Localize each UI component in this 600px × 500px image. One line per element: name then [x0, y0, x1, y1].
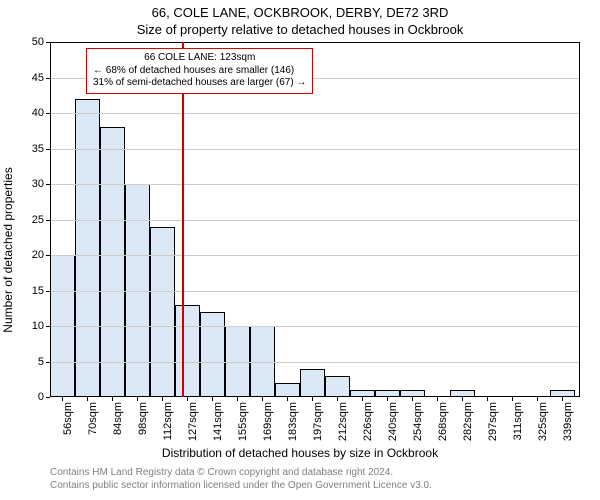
plot-area: 66 COLE LANE: 123sqm ← 68% of detached h…: [50, 42, 580, 397]
xtick-mark: [162, 397, 163, 401]
xtick-label: 297sqm: [487, 402, 499, 441]
y-axis-label: Number of detached properties: [1, 150, 15, 350]
xtick-mark: [87, 397, 88, 401]
x-axis-label: Distribution of detached houses by size …: [0, 446, 600, 460]
xtick-label: 226sqm: [362, 402, 374, 441]
xtick-label: 155sqm: [237, 402, 249, 441]
ytick-label: 20: [32, 249, 44, 261]
xtick-mark: [537, 397, 538, 401]
ytick-mark: [46, 184, 50, 185]
ytick-mark: [46, 149, 50, 150]
address-title: 66, COLE LANE, OCKBROOK, DERBY, DE72 3RD: [0, 5, 600, 20]
xtick-label: 70sqm: [87, 402, 99, 435]
xtick-mark: [137, 397, 138, 401]
xtick-mark: [362, 397, 363, 401]
xtick-label: 112sqm: [162, 402, 174, 440]
xtick-label: 197sqm: [312, 402, 324, 441]
ytick-label: 5: [38, 356, 44, 368]
xtick-mark: [437, 397, 438, 401]
footnote-line1: Contains HM Land Registry data © Crown c…: [50, 466, 432, 479]
xtick-mark: [512, 397, 513, 401]
xtick-label: 56sqm: [62, 402, 74, 435]
ytick-mark: [46, 78, 50, 79]
ytick-label: 25: [32, 214, 44, 226]
xtick-label: 212sqm: [337, 402, 349, 441]
xtick-label: 98sqm: [137, 402, 149, 435]
xtick-label: 282sqm: [462, 402, 474, 441]
ytick-label: 35: [32, 143, 44, 155]
subtitle: Size of property relative to detached ho…: [0, 22, 600, 37]
ytick-label: 10: [32, 320, 44, 332]
ytick-mark: [46, 220, 50, 221]
xtick-mark: [237, 397, 238, 401]
annotation-box: 66 COLE LANE: 123sqm ← 68% of detached h…: [86, 48, 313, 94]
xtick-mark: [62, 397, 63, 401]
annotation-line2: ← 68% of detached houses are smaller (14…: [93, 65, 306, 78]
xtick-mark: [562, 397, 563, 401]
reference-line: [182, 42, 184, 397]
annotation-line3: 31% of semi-detached houses are larger (…: [93, 77, 306, 90]
xtick-label: 169sqm: [262, 402, 274, 441]
ytick-mark: [46, 42, 50, 43]
ytick-mark: [46, 255, 50, 256]
ytick-label: 15: [32, 285, 44, 297]
annotation-line1: 66 COLE LANE: 123sqm: [93, 52, 306, 65]
xtick-mark: [187, 397, 188, 401]
xtick-mark: [262, 397, 263, 401]
xtick-label: 254sqm: [412, 402, 424, 441]
ytick-label: 50: [32, 36, 44, 48]
ytick-mark: [46, 113, 50, 114]
xtick-mark: [387, 397, 388, 401]
xtick-mark: [287, 397, 288, 401]
xtick-label: 127sqm: [187, 402, 199, 441]
xtick-mark: [312, 397, 313, 401]
footnote-line2: Contains public sector information licen…: [50, 479, 432, 492]
ytick-label: 0: [38, 391, 44, 403]
xtick-mark: [412, 397, 413, 401]
footnote: Contains HM Land Registry data © Crown c…: [50, 466, 432, 492]
xtick-mark: [462, 397, 463, 401]
ytick-mark: [46, 397, 50, 398]
xtick-label: 240sqm: [387, 402, 399, 441]
xtick-label: 183sqm: [287, 402, 299, 441]
xtick-mark: [212, 397, 213, 401]
xtick-mark: [487, 397, 488, 401]
ytick-label: 30: [32, 178, 44, 190]
ytick-label: 45: [32, 72, 44, 84]
ytick-label: 40: [32, 107, 44, 119]
xtick-mark: [112, 397, 113, 401]
ytick-mark: [46, 291, 50, 292]
xtick-mark: [337, 397, 338, 401]
ytick-mark: [46, 362, 50, 363]
plot-border: [50, 42, 580, 397]
xtick-label: 84sqm: [112, 402, 124, 435]
xtick-label: 325sqm: [537, 402, 549, 441]
ytick-mark: [46, 326, 50, 327]
xtick-label: 268sqm: [437, 402, 449, 441]
xtick-label: 339sqm: [562, 402, 574, 441]
chart-container: 66, COLE LANE, OCKBROOK, DERBY, DE72 3RD…: [0, 0, 600, 500]
xtick-label: 311sqm: [512, 402, 524, 440]
xtick-label: 141sqm: [212, 402, 224, 441]
